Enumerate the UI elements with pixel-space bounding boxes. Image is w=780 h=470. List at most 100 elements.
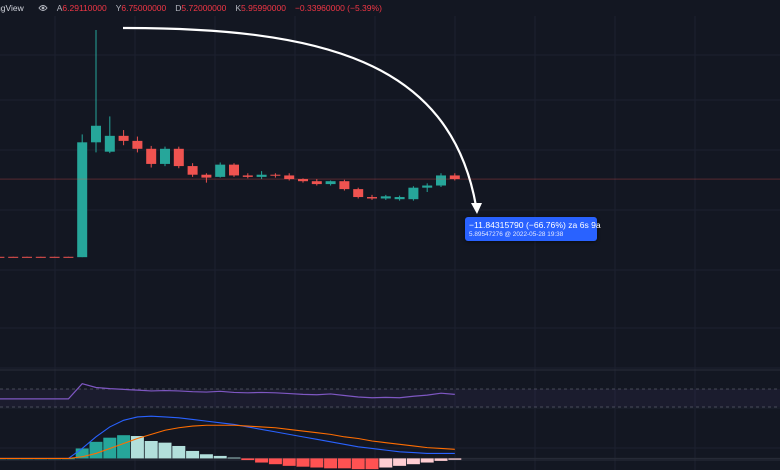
macd-histogram-bar	[75, 448, 89, 459]
candle	[104, 116, 115, 154]
candle-body	[146, 148, 157, 164]
candle	[270, 173, 281, 178]
macd-histogram-bar	[227, 457, 241, 459]
candle	[49, 256, 60, 258]
macd-histogram-bar	[296, 458, 310, 467]
open-readout: A6.29110000	[56, 3, 107, 13]
macd-histogram-bar	[420, 458, 434, 463]
candle-body	[132, 140, 143, 149]
candle-body	[394, 197, 405, 200]
candle	[325, 180, 336, 186]
measure-arrow	[122, 26, 482, 214]
candle-body	[0, 256, 5, 258]
candle	[311, 179, 322, 186]
macd-signal-line	[0, 424, 455, 459]
candle-body	[380, 196, 391, 199]
candle-body	[311, 181, 322, 185]
macd-histogram-bar	[117, 435, 131, 459]
macd-histogram-bar	[324, 458, 338, 469]
candle	[353, 187, 364, 199]
candle-body	[77, 142, 88, 258]
candle-body	[367, 197, 377, 199]
candle-body	[173, 148, 184, 167]
candle-body	[256, 174, 267, 177]
macd-histogram-bar	[351, 458, 365, 470]
candle-body	[8, 256, 19, 258]
candle	[35, 256, 46, 258]
low-readout: D5.72000000	[175, 3, 227, 13]
candle-body	[160, 148, 170, 164]
candle	[132, 136, 143, 153]
candle	[394, 195, 405, 201]
candle	[187, 163, 198, 177]
candle	[201, 173, 212, 183]
candle-body	[22, 256, 32, 258]
macd-histogram-bar	[255, 458, 269, 463]
macd-histogram-bar	[172, 445, 186, 459]
macd-histogram-bar	[448, 458, 462, 460]
candle	[242, 173, 253, 179]
candle-body	[187, 166, 198, 175]
change-readout: −0.33960000 (−5.39%)	[294, 3, 382, 13]
ohlc-legend: ngView A6.29110000 Y6.75000000 D5.720000…	[0, 0, 700, 16]
macd-histogram-bar	[337, 458, 351, 469]
close-readout: K5.95990000	[235, 3, 286, 13]
candle	[8, 256, 19, 258]
macd-histogram-bar	[434, 458, 448, 461]
candle-body	[49, 256, 60, 258]
macd-histogram-bar	[310, 458, 324, 468]
candle-body	[270, 174, 281, 176]
candle	[284, 173, 295, 181]
candle	[408, 186, 419, 201]
candle-body	[353, 189, 364, 198]
candle-body	[449, 175, 460, 180]
candle	[380, 194, 391, 200]
candle-body	[422, 185, 433, 188]
candle	[22, 256, 32, 258]
rsi-line	[0, 383, 455, 400]
candle	[449, 173, 460, 181]
candle-body	[325, 181, 336, 185]
candle	[77, 134, 88, 258]
grid-lines	[0, 16, 780, 470]
candle	[173, 146, 184, 169]
candle-body	[408, 187, 419, 200]
candlestick-series	[0, 30, 460, 258]
candle-body	[298, 179, 308, 182]
candle	[436, 173, 446, 187]
candle-body	[91, 125, 101, 143]
rsi-pane	[0, 383, 780, 408]
candle	[229, 163, 239, 177]
candle-body	[242, 175, 253, 177]
candle	[367, 194, 377, 200]
macd-pane	[0, 415, 780, 470]
candle-body	[63, 256, 74, 258]
candle	[146, 145, 157, 168]
macd-line	[0, 415, 455, 459]
high-readout: Y6.75000000	[115, 3, 167, 13]
candle-body	[118, 135, 129, 141]
measure-change-label: −11.84315790 (−66.76%) za 6s 9a	[469, 220, 601, 230]
eye-icon[interactable]	[38, 4, 48, 12]
candle	[118, 130, 129, 146]
macd-histogram-bar	[130, 436, 144, 459]
candle	[256, 171, 267, 180]
measure-price-time-label: 5.89547276 @ 2022-05-28 19:38	[469, 231, 564, 238]
candle	[0, 256, 5, 258]
macd-histogram-bar	[158, 442, 172, 459]
candle	[215, 162, 226, 178]
candle-body	[215, 164, 226, 177]
macd-histogram-bar	[365, 458, 379, 470]
macd-histogram-bar	[89, 441, 103, 459]
macd-histogram-bar	[393, 458, 407, 466]
candle-body	[284, 175, 295, 180]
macd-histogram-bar	[199, 454, 213, 459]
candle-body	[229, 164, 239, 176]
candle	[91, 30, 101, 153]
macd-histogram-bar	[186, 450, 200, 459]
candle-body	[201, 174, 212, 178]
macd-histogram-bar	[241, 458, 255, 461]
candle	[160, 146, 170, 167]
candle-body	[436, 175, 446, 186]
